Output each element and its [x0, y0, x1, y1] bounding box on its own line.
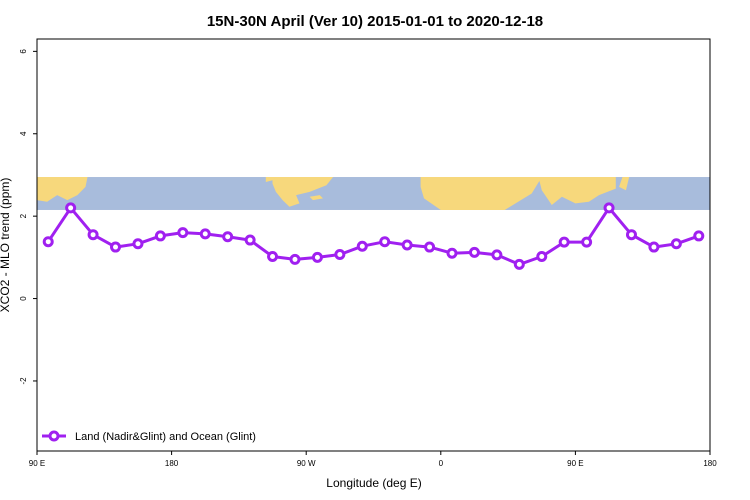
- y-tick-label: 6: [19, 49, 28, 54]
- data-point: [536, 251, 548, 263]
- map-landmass: [265, 177, 276, 182]
- data-point: [132, 238, 144, 250]
- data-point: [424, 241, 436, 253]
- data-point: [625, 229, 637, 241]
- chart-title: 15N-30N April (Ver 10) 2015-01-01 to 202…: [207, 13, 543, 30]
- data-point: [289, 253, 301, 265]
- y-tick-label: 2: [19, 213, 28, 218]
- legend-marker: [48, 430, 60, 442]
- data-point: [199, 228, 211, 240]
- x-tick-label: 180: [165, 459, 179, 468]
- y-tick-label: 4: [19, 131, 28, 136]
- y-axis-label: XCO2 - MLO trend (ppm): [0, 178, 12, 313]
- map-landmass: [309, 195, 323, 201]
- legend-label: Land (Nadir&Glint) and Ocean (Glint): [75, 431, 256, 443]
- x-tick-label: 180: [703, 459, 717, 468]
- data-point: [603, 202, 615, 214]
- map-landmass: [538, 177, 616, 205]
- x-tick-label: 0: [439, 459, 444, 468]
- data-point: [154, 230, 166, 242]
- data-point: [693, 230, 705, 242]
- y-tick-label: 0: [19, 296, 28, 301]
- data-point: [379, 236, 391, 248]
- map-landmass: [37, 177, 88, 202]
- data-point: [491, 249, 503, 261]
- data-point: [670, 238, 682, 250]
- data-point: [581, 236, 593, 248]
- x-tick-label: 90 E: [29, 459, 45, 468]
- plot-frame: [36, 38, 711, 452]
- map-land: [37, 177, 630, 210]
- data-point: [177, 227, 189, 239]
- legend: Land (Nadir&Glint) and Ocean (Glint): [42, 430, 256, 443]
- world-map-strip: [37, 177, 710, 210]
- x-axis-label: Longitude (deg E): [326, 476, 421, 490]
- data-point: [65, 202, 77, 214]
- data-point: [648, 241, 660, 253]
- map-landmass: [619, 177, 630, 191]
- data-point: [513, 258, 525, 270]
- data-point: [356, 240, 368, 252]
- y-tick-label: -2: [19, 377, 28, 385]
- x-tick-label: 90 E: [567, 459, 583, 468]
- data-point: [87, 229, 99, 241]
- series-line: [46, 206, 700, 266]
- map-landmass: [272, 177, 334, 207]
- x-tick-label: 90 W: [297, 459, 316, 468]
- data-point: [267, 251, 279, 263]
- map-landmass: [420, 177, 542, 210]
- data-point: [558, 236, 570, 248]
- data-point: [401, 239, 413, 251]
- x-axis: 90 E 180 90 W 0 90 E 180: [29, 451, 717, 468]
- data-point: [334, 248, 346, 260]
- data-point: [311, 251, 323, 263]
- data-point: [42, 236, 54, 248]
- data-point: [446, 247, 458, 259]
- series-layer: [42, 202, 705, 270]
- data-point: [222, 231, 234, 243]
- y-axis: 6 4 2 0 -2: [19, 49, 37, 385]
- data-point: [244, 234, 256, 246]
- data-point: [110, 241, 122, 253]
- data-point: [468, 246, 480, 258]
